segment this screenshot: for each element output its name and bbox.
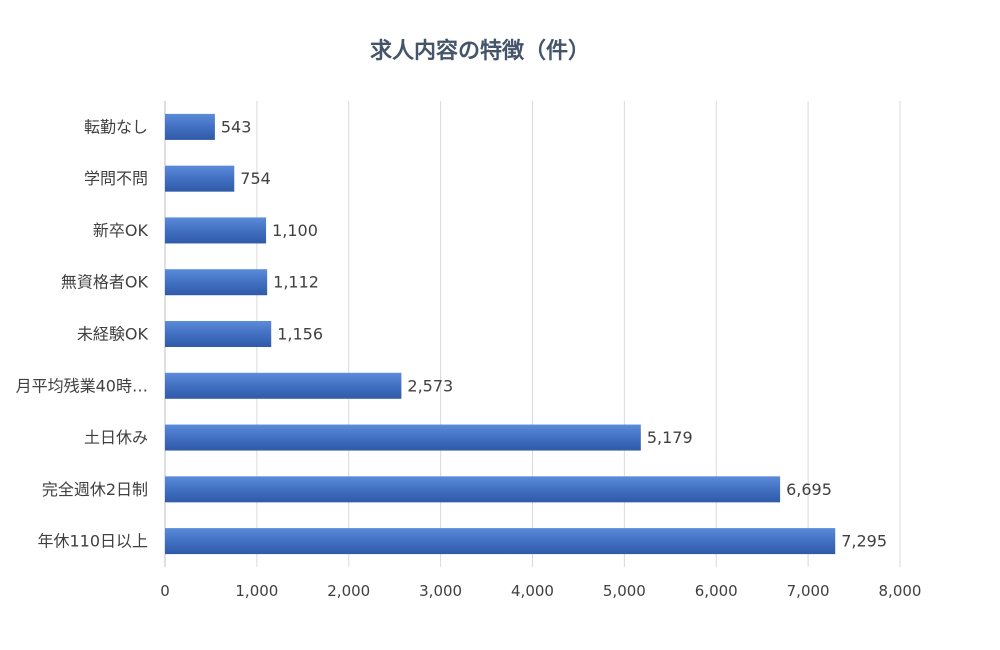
bar [165, 372, 402, 399]
data-label: 1,100 [272, 221, 318, 240]
category-label: 無資格者OK [61, 273, 149, 292]
data-label: 6,695 [786, 480, 832, 499]
bar [165, 269, 268, 296]
data-labels: 543 754 1,100 1,112 1,156 2,573 5,179 6,695 7,29… [221, 117, 887, 550]
x-axis-tick-labels: 0 1,000 2,000 3,000 4,000 5,000 6,000 7,000 8,00… [160, 582, 921, 600]
x-tick-label: 2,000 [327, 582, 370, 600]
category-label: 年休110日以上 [37, 532, 148, 551]
x-tick-label: 7,000 [787, 582, 830, 600]
category-label: 新卒OK [93, 221, 149, 240]
data-label: 5,179 [647, 428, 693, 447]
bar [165, 165, 235, 192]
gridlines [164, 101, 901, 567]
data-label: 1,112 [273, 273, 319, 292]
data-label: 1,156 [277, 325, 323, 344]
data-label: 2,573 [407, 376, 453, 395]
category-label: 学問不問 [84, 169, 148, 188]
bar [165, 321, 272, 347]
x-tick-label: 0 [160, 582, 170, 600]
x-tick-label: 4,000 [511, 582, 554, 600]
category-label: 月平均残業40時… [16, 376, 148, 395]
x-tick-label: 1,000 [235, 582, 278, 600]
category-label: 未経験OK [77, 325, 149, 344]
x-tick-label: 6,000 [695, 582, 738, 600]
bars [165, 113, 836, 555]
data-label: 7,295 [841, 532, 887, 551]
x-tick-label: 5,000 [603, 582, 646, 600]
data-label: 543 [221, 117, 252, 136]
bar [165, 528, 836, 555]
chart-title: 求人内容の特徴（件） [370, 38, 590, 64]
bar [165, 424, 641, 451]
data-label: 754 [240, 169, 271, 188]
x-tick-label: 3,000 [419, 582, 462, 600]
bar [165, 113, 215, 140]
bar [165, 217, 267, 244]
category-label: 土日休み [84, 428, 148, 447]
x-tick-label: 8,000 [879, 582, 922, 600]
category-label: 転勤なし [84, 117, 148, 136]
category-label: 完全週休2日制 [42, 480, 148, 499]
bar [165, 476, 781, 503]
